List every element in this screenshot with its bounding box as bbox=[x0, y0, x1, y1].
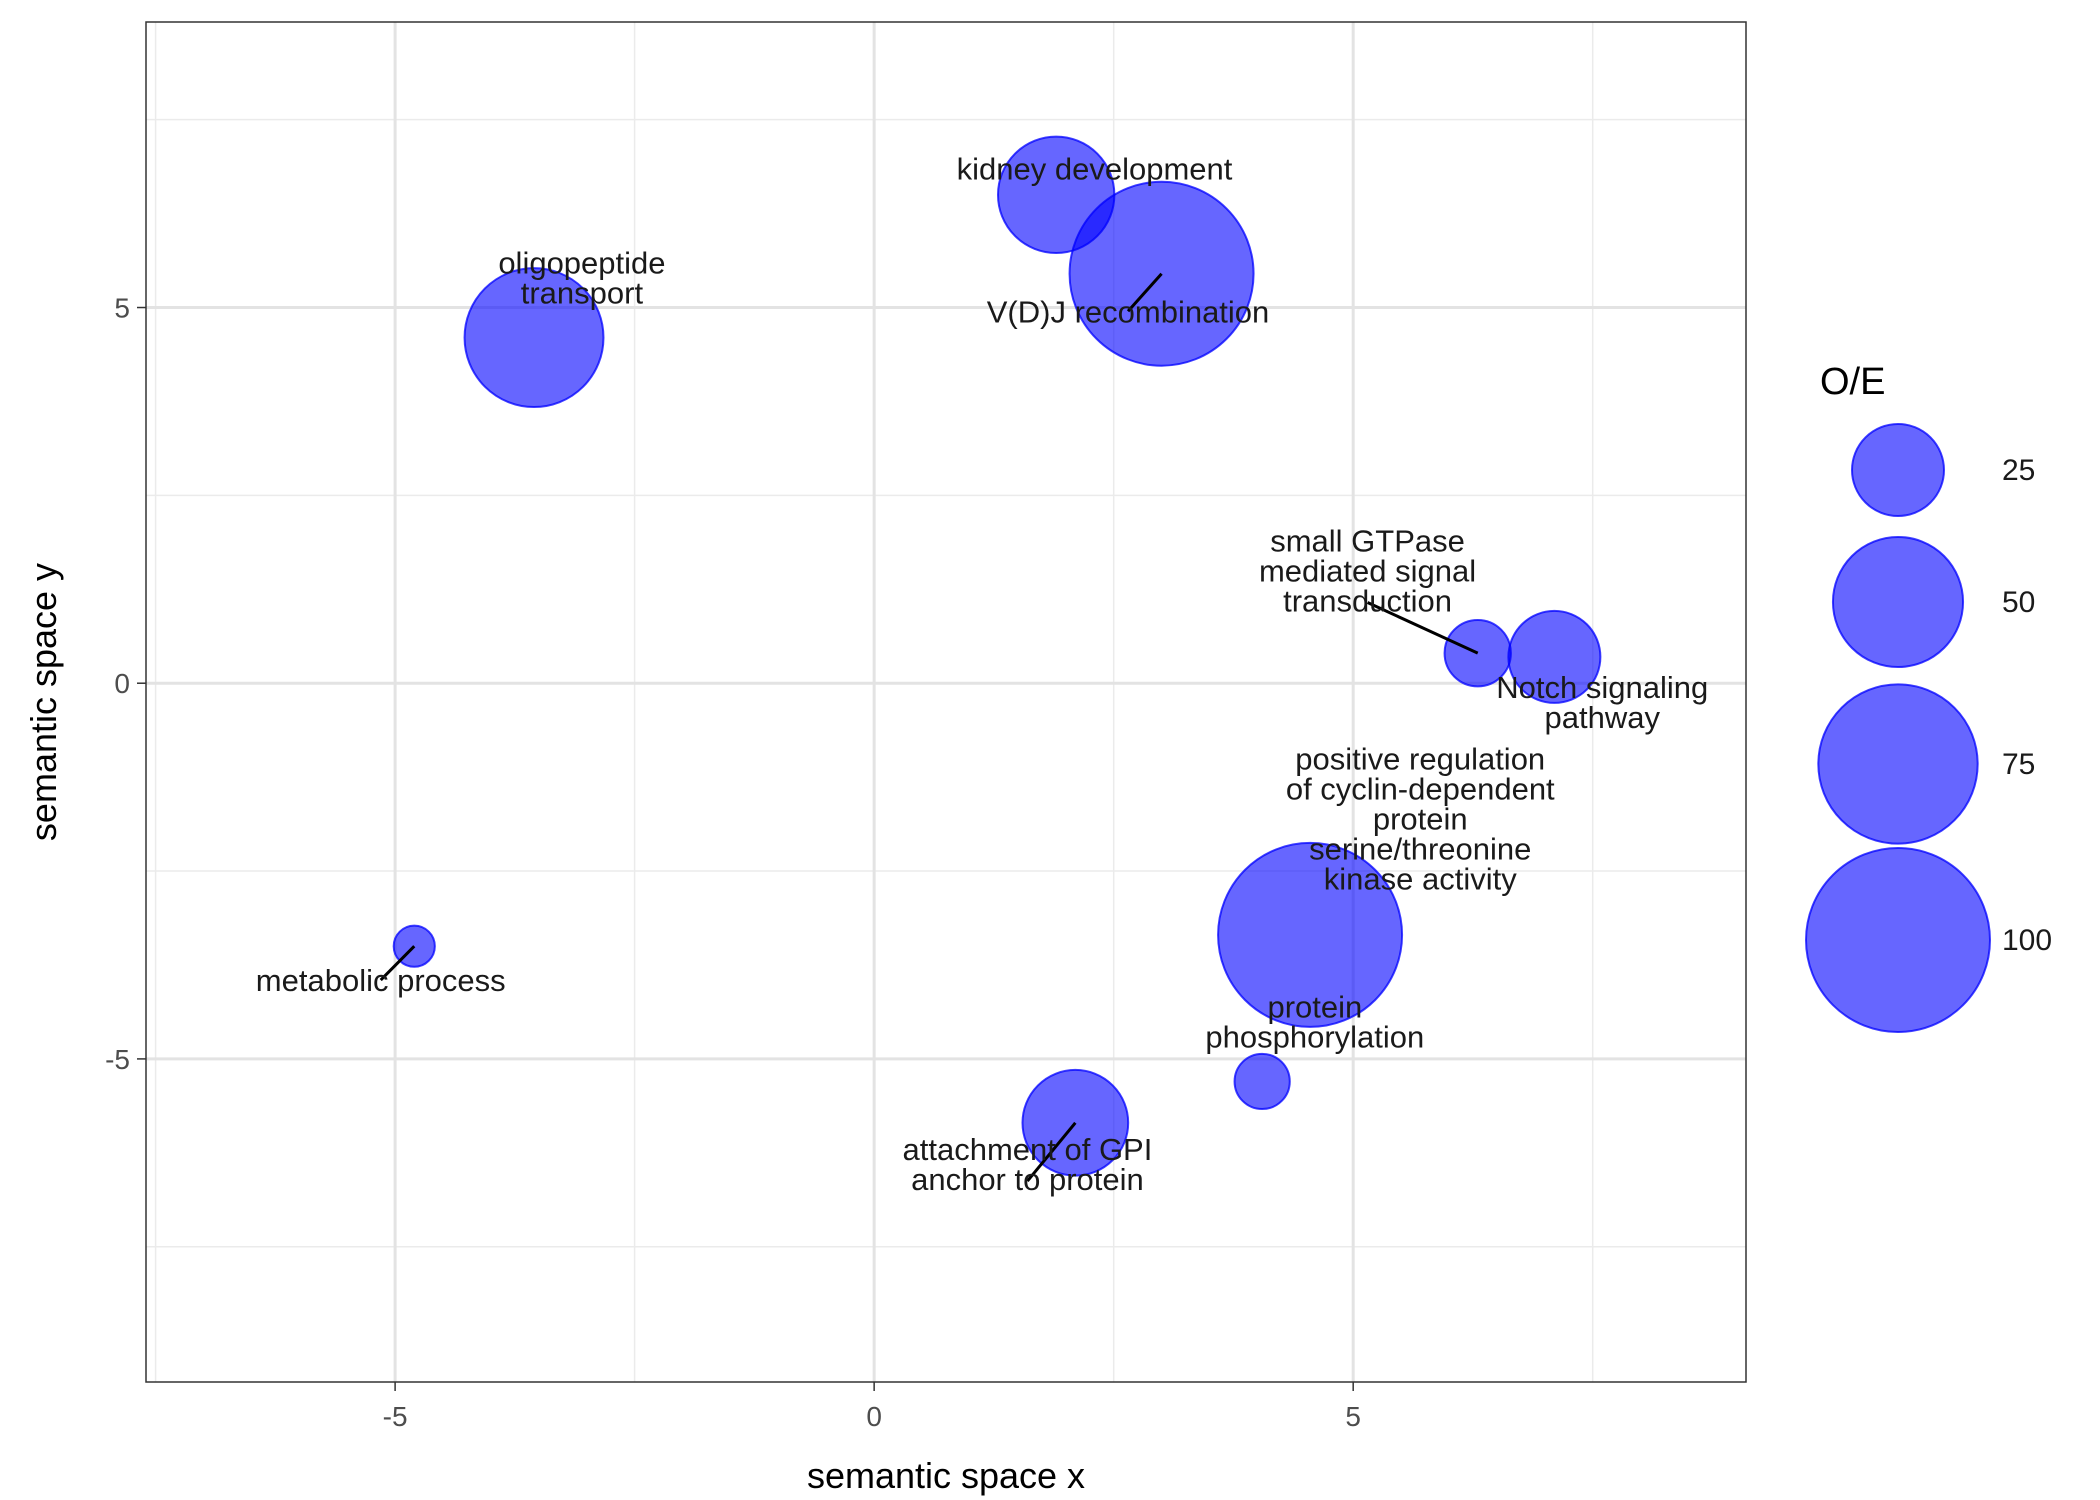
y-tick-label: 5 bbox=[114, 293, 130, 324]
point-label: Notch signaling bbox=[1496, 670, 1708, 705]
legend-title: O/E bbox=[1820, 361, 1885, 403]
legend-key-circle bbox=[1805, 847, 1991, 1033]
major-gridlines bbox=[146, 22, 1746, 1382]
legend-key-circle bbox=[1817, 683, 1979, 845]
point-label: transduction bbox=[1283, 584, 1452, 619]
point-label: kidney development bbox=[957, 152, 1233, 187]
plot-background bbox=[146, 22, 1746, 1382]
size-legend: O/E 25 50 75 100 bbox=[1805, 361, 2052, 1033]
x-axis-title: semantic space x bbox=[807, 1455, 1085, 1496]
point-label: protein bbox=[1267, 989, 1362, 1024]
point-label: of cyclin-dependent bbox=[1286, 771, 1555, 806]
point-label: mediated signal bbox=[1259, 554, 1476, 589]
point-label: oligopeptide bbox=[498, 245, 665, 280]
x-tick-label: -5 bbox=[383, 1401, 408, 1432]
x-tick-label: 5 bbox=[1345, 1401, 1361, 1432]
point-label: metabolic process bbox=[256, 963, 506, 998]
x-tick-label: 0 bbox=[866, 1401, 882, 1432]
x-axis: -5 0 5 bbox=[383, 1382, 1361, 1432]
point-label: pathway bbox=[1545, 700, 1661, 735]
legend-key-label: 50 bbox=[2002, 586, 2035, 619]
data-point bbox=[1233, 1052, 1291, 1111]
label-leader-line bbox=[1126, 272, 1163, 313]
legend-key-label: 100 bbox=[2002, 924, 2052, 957]
label-leader-lines bbox=[379, 272, 1479, 1183]
point-label: kinase activity bbox=[1324, 861, 1517, 896]
point-label: anchor to protein bbox=[911, 1162, 1144, 1197]
data-point bbox=[463, 267, 605, 409]
legend-key-circle bbox=[1831, 535, 1965, 669]
point-label: attachment of GPI bbox=[903, 1132, 1153, 1167]
point-label: positive regulation bbox=[1295, 741, 1545, 776]
legend-key-label: 75 bbox=[2002, 748, 2035, 781]
y-tick-label: 0 bbox=[114, 668, 130, 699]
label-leader-line bbox=[1366, 601, 1479, 655]
point-labels: kidney development V(D)J recombination oli… bbox=[256, 152, 1708, 1198]
point-label: protein bbox=[1373, 801, 1468, 836]
label-leader-line bbox=[1026, 1121, 1077, 1183]
y-axis-title: semantic space y bbox=[23, 563, 64, 841]
point-label: V(D)J recombination bbox=[987, 294, 1270, 329]
y-axis: -5 0 5 bbox=[105, 293, 146, 1075]
data-point bbox=[1507, 609, 1602, 704]
plot-panel-border bbox=[145, 21, 1747, 1383]
point-label: small GTPase bbox=[1270, 524, 1465, 559]
point-label: transport bbox=[521, 275, 644, 310]
data-point bbox=[1217, 841, 1404, 1028]
point-label: serine/threonine bbox=[1309, 831, 1531, 866]
y-tick-label: -5 bbox=[105, 1044, 130, 1075]
point-label: phosphorylation bbox=[1205, 1019, 1424, 1054]
legend-key-circle bbox=[1851, 423, 1945, 517]
label-leader-line bbox=[379, 945, 416, 982]
legend-key-label: 25 bbox=[2002, 454, 2035, 487]
